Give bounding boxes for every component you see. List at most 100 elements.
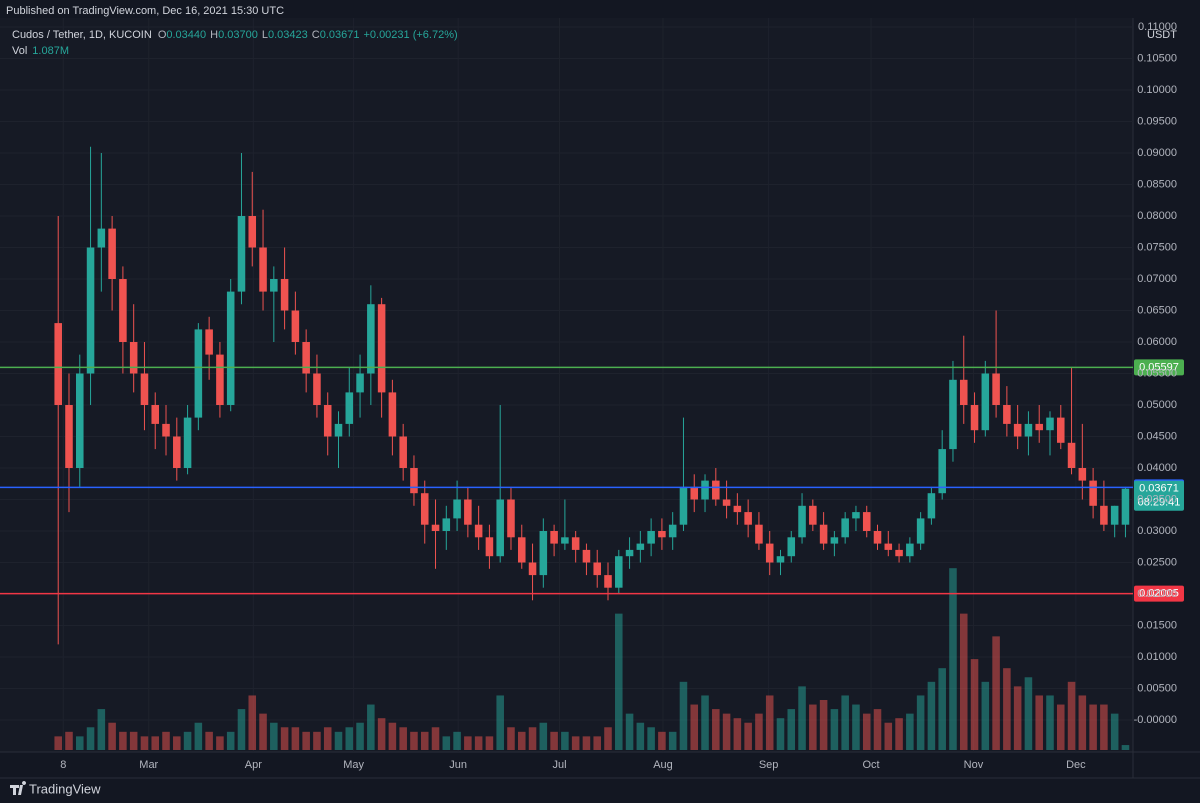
ohlc-value: 0.03423: [268, 29, 308, 41]
volume-bar: [604, 727, 612, 750]
volume-bar: [420, 731, 429, 750]
volume-bar: [959, 613, 968, 750]
volume-bar: [539, 722, 548, 750]
x-tick-label: Oct: [862, 759, 879, 771]
candle-body: [431, 524, 440, 531]
y-tick-label: 0.06000: [1137, 336, 1177, 348]
candle-body: [259, 247, 267, 292]
candle-body: [744, 512, 752, 525]
candle-body: [1003, 405, 1011, 424]
candle-body: [906, 543, 914, 557]
level-label-bg: [1134, 359, 1184, 376]
y-tick-label: 0.08000: [1137, 210, 1177, 222]
candle-body: [927, 493, 936, 519]
volume-bar: [949, 568, 957, 750]
volume-bar: [636, 722, 645, 750]
volume-bar: [981, 681, 990, 750]
candle-body: [474, 524, 483, 538]
volume-bar: [1110, 713, 1119, 750]
candle-body: [183, 417, 192, 469]
volume-bar: [108, 722, 116, 750]
candle-body: [819, 524, 828, 544]
countdown: 08:29:41: [1138, 497, 1181, 509]
y-tick-label: 0.01500: [1137, 619, 1177, 631]
volume-bar: [647, 727, 655, 750]
candle-body: [636, 543, 645, 550]
candle-body: [884, 543, 893, 550]
candle-body: [970, 405, 979, 431]
brand-logo: [10, 781, 27, 795]
candle-body: [517, 537, 526, 563]
candle-body: [550, 530, 558, 544]
volume-bar: [474, 736, 483, 750]
candle-body: [410, 468, 418, 494]
x-tick-label: Jun: [449, 759, 467, 771]
candle-body: [86, 247, 95, 374]
candle-body: [862, 512, 871, 531]
volume-bar: [1003, 668, 1011, 750]
volume-bar: [1100, 704, 1108, 750]
volume-bar: [248, 695, 257, 750]
candle-body: [65, 405, 73, 469]
candle-body: [690, 486, 699, 500]
volume-bar: [345, 727, 354, 750]
level-label-bg: [1134, 585, 1184, 602]
candle-body: [712, 480, 720, 500]
volume-bar: [1046, 695, 1054, 750]
candle-body: [722, 499, 731, 506]
volume-bar: [830, 709, 839, 750]
volume-bar: [798, 686, 806, 750]
volume-bar: [86, 727, 95, 750]
x-tick-label: May: [343, 759, 364, 771]
y-tick-label: 0.03500: [1137, 493, 1177, 505]
candle-body: [938, 449, 946, 494]
candle-body: [895, 549, 903, 557]
candle-body: [388, 392, 397, 437]
candle-body: [248, 216, 257, 248]
candle-body: [496, 499, 504, 557]
candle-body: [1035, 423, 1043, 431]
volume-bar: [356, 722, 364, 750]
candle-body: [841, 518, 849, 538]
ohlc-key: O: [158, 29, 167, 41]
volume-bar: [679, 681, 688, 750]
volume-bar: [970, 659, 979, 750]
candle-body: [216, 354, 224, 406]
candle-body: [658, 530, 666, 538]
volume-bar: [938, 668, 946, 750]
candle-body: [334, 423, 343, 437]
candle-body: [237, 216, 246, 292]
volume-bar: [237, 709, 246, 750]
volume-bar: [54, 736, 62, 750]
y-tick-label: 0.05000: [1137, 399, 1177, 411]
volume-bar: [733, 718, 742, 750]
candle-body: [302, 342, 310, 374]
candle-body: [270, 279, 278, 292]
volume-bar: [992, 636, 1000, 750]
volume-bar: [183, 731, 192, 750]
y-tick-label: 0.10000: [1137, 84, 1177, 96]
volume-bar: [410, 731, 418, 750]
volume-bar: [701, 695, 709, 750]
candle-body: [313, 373, 321, 406]
y-tick-label: 0.06500: [1137, 304, 1177, 316]
x-tick-label: Sep: [759, 759, 779, 771]
candle-body: [129, 342, 138, 374]
y-tick-label: 0.04000: [1137, 462, 1177, 474]
brand-name: TradingView: [29, 781, 101, 796]
candle-body: [852, 512, 860, 519]
volume-bar: [561, 731, 569, 750]
volume-bar: [517, 731, 526, 750]
candle-body: [453, 499, 461, 519]
volume-bar: [1013, 686, 1022, 750]
x-tick-label: 8: [60, 759, 66, 771]
candle-body: [539, 530, 548, 576]
candle-body: [140, 373, 149, 406]
candle-body: [151, 405, 160, 424]
y-tick-label: 0.11000: [1138, 21, 1177, 33]
volume-bar: [1067, 681, 1076, 750]
plot-area: [0, 18, 1133, 752]
volume-bar: [442, 736, 451, 750]
last-price-label: 0.03671: [1139, 483, 1179, 495]
candle-body: [194, 329, 203, 418]
